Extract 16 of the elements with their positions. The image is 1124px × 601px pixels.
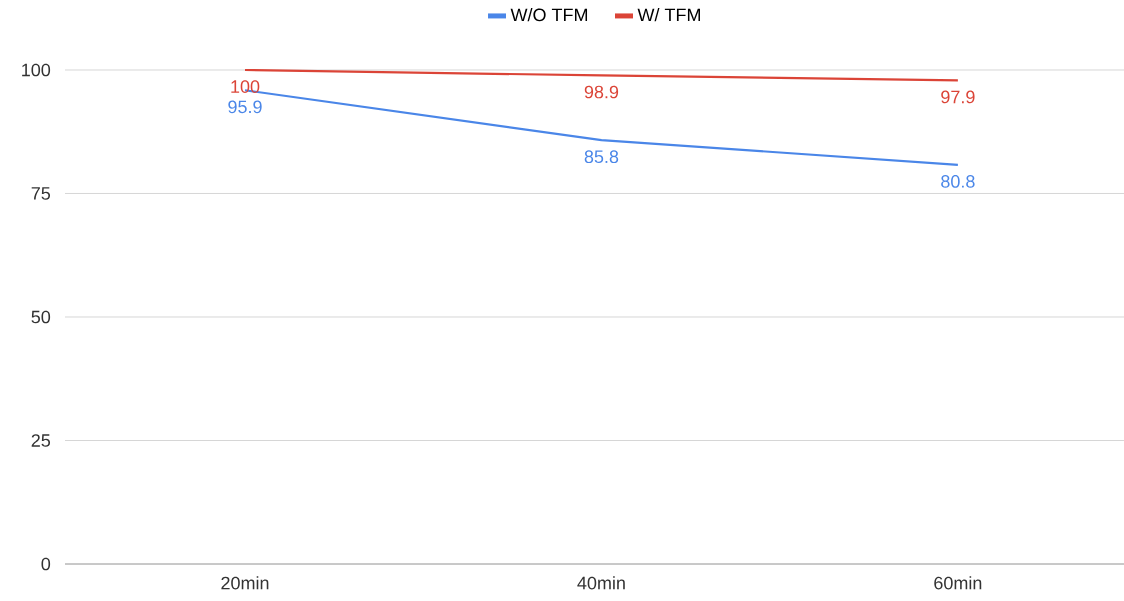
x-tick-label: 40min: [577, 576, 625, 590]
data-label: 100: [231, 80, 260, 93]
y-tick-label: 50: [31, 310, 51, 324]
y-tick-label: 0: [41, 557, 51, 571]
data-label: 95.9: [228, 100, 262, 114]
y-tick-label: 100: [22, 63, 51, 77]
x-tick-label: 20min: [221, 576, 269, 590]
data-label: 97.9: [941, 90, 975, 104]
y-tick-label: 75: [31, 187, 51, 200]
legend-label: W/O TFM: [510, 8, 588, 22]
data-label: 80.8: [941, 175, 975, 188]
x-tick-label: 60min: [934, 576, 982, 590]
y-tick-label: 25: [31, 434, 51, 447]
data-label: 98.9: [584, 85, 619, 99]
legend-label: W/ TFM: [637, 8, 700, 22]
data-label: 85.8: [584, 150, 619, 164]
